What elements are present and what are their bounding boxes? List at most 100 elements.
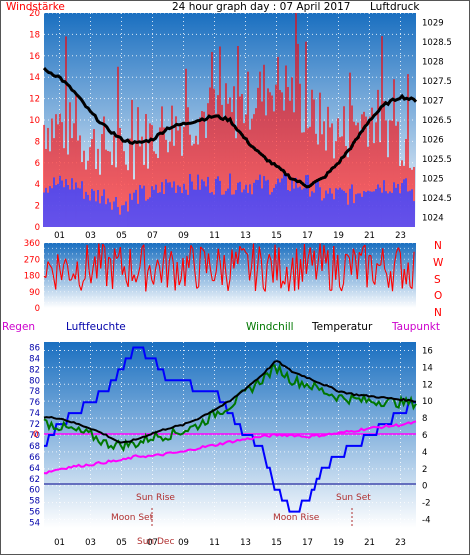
direction-mark — [347, 254, 350, 259]
direction-mark — [352, 248, 356, 256]
direction-mark — [157, 259, 161, 267]
direction-mark — [190, 244, 194, 250]
temperature-tick-label: -4 — [422, 516, 430, 526]
pressure-right-axis: 1024 1024.5 1025 1025.5 1026 1026.5 1027 1027.5… — [422, 19, 452, 224]
humidity-tick-label: 56 — [29, 508, 40, 518]
direction-mark — [90, 268, 94, 284]
direction-mark — [303, 243, 307, 274]
wind-tick-label: 20 — [29, 9, 40, 19]
direction-mark — [170, 251, 174, 263]
pressure-tick-label: 1027.5 — [422, 77, 452, 87]
pressure-tick-label: 1024.5 — [422, 194, 452, 204]
direction-mark — [217, 248, 221, 263]
direction-mark — [137, 266, 141, 276]
direction-mark — [254, 269, 258, 292]
humidity-tick-label: 62 — [29, 475, 40, 485]
humidity-tick-label: 80 — [29, 376, 40, 386]
direction-mark — [286, 266, 290, 292]
direction-mark — [297, 259, 302, 290]
direction-mark — [164, 245, 168, 288]
direction-mark — [249, 266, 253, 281]
direction-mark — [233, 251, 237, 269]
wind-tick-label: 18 — [29, 30, 40, 40]
direction-mark — [366, 255, 370, 288]
humidity-tick-label: 72 — [29, 420, 40, 430]
direction-mark — [292, 257, 296, 291]
wind-x-axis: 01 03 05 07 09 11 13 15 17 19 21 23 — [54, 231, 406, 241]
pressure-line — [42, 67, 418, 189]
wind-x-tick: 11 — [209, 231, 220, 241]
direction-mark — [382, 248, 386, 270]
climate-x-tick: 19 — [333, 538, 344, 548]
wind-tick-label: 10 — [29, 116, 40, 126]
direction-mark — [184, 255, 188, 287]
direction-mark — [149, 265, 153, 280]
humidity-legend: Luftfeuchte — [66, 321, 126, 333]
direction-mark — [196, 286, 200, 289]
direction-mark — [252, 243, 257, 292]
direction-mark — [96, 243, 100, 279]
direction-mark — [57, 254, 61, 268]
direction-mark — [268, 254, 272, 261]
wind-tick-label: 12 — [29, 95, 40, 105]
direction-mark — [227, 279, 231, 291]
direction-mark — [327, 250, 331, 291]
windchill-line — [43, 363, 417, 453]
dir-letter-n-bottom: N — [434, 307, 442, 319]
humidity-tick-label: 68 — [29, 442, 40, 452]
direction-mark — [84, 244, 88, 279]
direction-mark — [405, 262, 409, 285]
direction-mark — [319, 243, 323, 271]
direction-mark — [194, 270, 198, 289]
climate-x-tick: 15 — [271, 538, 282, 548]
humidity-tick-label: 76 — [29, 398, 40, 408]
humidity-tick-label: 84 — [29, 354, 40, 364]
direction-mark — [278, 247, 282, 289]
direction-mark — [403, 268, 407, 285]
wind-x-tick: 19 — [333, 231, 344, 241]
temperature-tick-label: 10 — [422, 397, 433, 407]
direction-tick-label: 90 — [29, 288, 40, 298]
direction-mark — [313, 250, 317, 280]
direction-mark — [123, 266, 127, 281]
pressure-tick-label: 1024 — [422, 213, 444, 223]
climate-x-tick: 03 — [85, 538, 96, 548]
direction-mark — [182, 258, 186, 287]
climate-x-tick: 11 — [209, 538, 220, 548]
humidity-tick-label: 70 — [29, 431, 40, 441]
direction-mark — [370, 255, 374, 282]
direction-mark — [180, 258, 184, 280]
wind-x-tick: 17 — [302, 231, 313, 241]
direction-mark — [88, 270, 92, 284]
direction-mark — [205, 253, 210, 274]
direction-mark — [203, 251, 208, 274]
direction-mark — [192, 248, 196, 271]
direction-mark — [209, 269, 213, 281]
direction-mark — [139, 247, 143, 267]
direction-mark — [388, 271, 392, 288]
direction-mark — [129, 249, 133, 281]
direction-mark — [202, 248, 205, 252]
wind-x-tick: 07 — [147, 231, 158, 241]
temperature-legend: Temperatur — [311, 321, 373, 333]
sun-set-label: Sun Set — [336, 493, 371, 503]
temperature-tick-label: 14 — [422, 363, 433, 373]
temperature-tick-label: 0 — [422, 482, 427, 492]
direction-mark — [166, 261, 170, 288]
direction-mark — [323, 245, 327, 264]
direction-mark — [391, 263, 396, 292]
direction-mark — [331, 246, 335, 291]
direction-mark — [80, 281, 84, 291]
wind-tick-label: 6 — [35, 159, 40, 169]
direction-tick-label: 360 — [24, 239, 40, 249]
humidity-tick-label: 78 — [29, 387, 40, 397]
direction-mark — [378, 264, 381, 267]
climate-x-tick: 17 — [302, 538, 313, 548]
wind-x-tick: 21 — [364, 231, 375, 241]
direction-mark — [178, 278, 182, 286]
direction-mark — [321, 245, 325, 271]
direction-mark — [317, 243, 321, 263]
direction-marks — [43, 243, 415, 292]
direction-mark — [70, 273, 74, 280]
direction-mark — [337, 254, 341, 287]
